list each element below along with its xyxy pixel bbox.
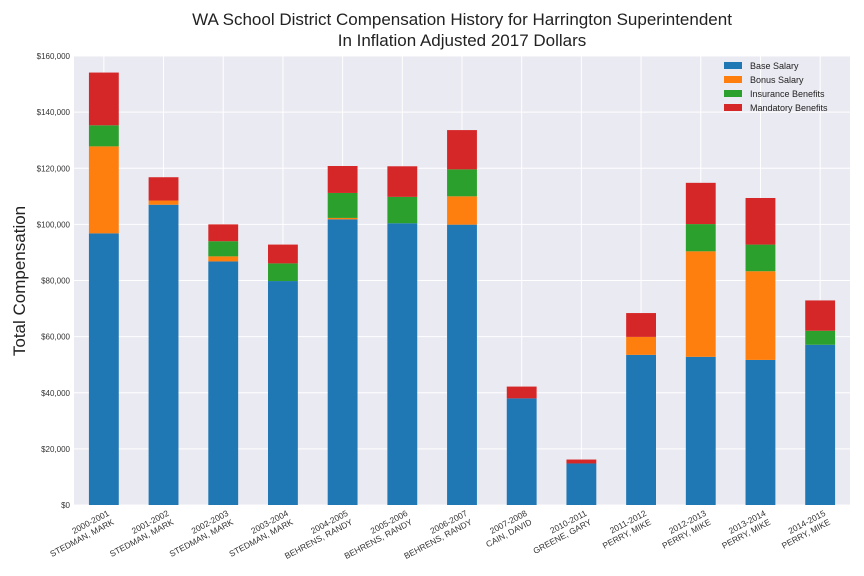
bar-segment xyxy=(208,224,239,242)
y-tick-label: $80,000 xyxy=(41,277,70,286)
y-tick-label: $160,000 xyxy=(37,52,71,61)
legend-swatch xyxy=(724,90,742,97)
legend-label: Insurance Benefits xyxy=(750,89,825,99)
bar-segment xyxy=(268,281,298,505)
bar-segment xyxy=(387,166,418,197)
bar-segment xyxy=(685,251,716,357)
bar-segment xyxy=(506,398,537,505)
legend-label: Bonus Salary xyxy=(750,75,804,85)
bar-segment xyxy=(805,330,836,345)
y-axis-label: Total Compensation xyxy=(10,206,29,356)
bar-segment xyxy=(88,125,119,147)
bar-segment xyxy=(447,130,477,170)
bar-segment xyxy=(327,192,358,218)
chart-subtitle: In Inflation Adjusted 2017 Dollars xyxy=(338,31,587,50)
bar-segment xyxy=(626,336,656,355)
bar-segment xyxy=(208,241,239,257)
bar-segment xyxy=(148,200,179,205)
bar-segment xyxy=(745,244,776,272)
y-tick-label: $120,000 xyxy=(37,164,71,173)
y-tick-label: $0 xyxy=(61,501,70,510)
bar-segment xyxy=(327,166,358,193)
bar-segment xyxy=(148,204,179,505)
bar-segment xyxy=(88,146,119,234)
bar-segment xyxy=(685,182,716,225)
bar-segment xyxy=(745,271,776,360)
bar-segment xyxy=(387,223,418,505)
bar-segment xyxy=(148,177,179,201)
bar-segment xyxy=(447,196,477,225)
bar-segment xyxy=(327,219,358,506)
bar-segment xyxy=(805,344,836,505)
bar-segment xyxy=(208,261,239,505)
bar-segment xyxy=(327,217,358,220)
bar-segment xyxy=(566,459,597,464)
bar-segment xyxy=(208,256,239,262)
legend-swatch xyxy=(724,62,742,69)
legend-swatch xyxy=(724,104,742,111)
bar-segment xyxy=(745,359,776,505)
y-tick-label: $140,000 xyxy=(37,108,71,117)
legend-label: Base Salary xyxy=(750,61,799,71)
legend-label: Mandatory Benefits xyxy=(750,103,828,113)
bar-segment xyxy=(447,224,477,505)
bar-segment xyxy=(805,300,836,331)
y-tick-label: $60,000 xyxy=(41,333,70,342)
bar-segment xyxy=(745,197,776,245)
bar-segment xyxy=(506,386,537,399)
bar-segment xyxy=(626,354,656,505)
bar-segment xyxy=(387,196,418,224)
bar-segment xyxy=(626,313,656,337)
bar-segment xyxy=(685,356,716,505)
bar-segment xyxy=(268,263,298,282)
bar-segment xyxy=(88,72,119,126)
y-tick-label: $40,000 xyxy=(41,389,70,398)
bar-segment xyxy=(447,169,477,197)
y-tick-label: $100,000 xyxy=(37,220,71,229)
chart-title: WA School District Compensation History … xyxy=(192,10,732,29)
legend-swatch xyxy=(724,76,742,83)
bar-segment xyxy=(685,224,716,252)
bar-segment xyxy=(268,244,298,264)
bar-segment xyxy=(88,233,119,506)
y-tick-label: $20,000 xyxy=(41,445,70,454)
bar-segment xyxy=(566,463,597,505)
